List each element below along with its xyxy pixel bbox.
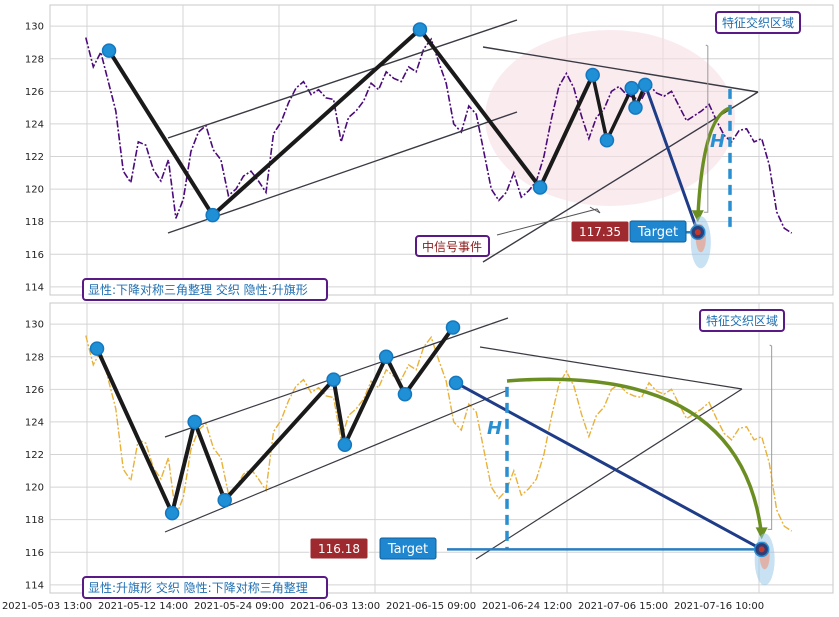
y-tick-label: 124 xyxy=(25,417,44,428)
pattern-node xyxy=(532,180,548,195)
pattern-node xyxy=(624,80,639,96)
event-label-box xyxy=(415,235,490,257)
h-label: H xyxy=(487,418,502,439)
target-value-text: 117.35 xyxy=(579,225,621,239)
pattern-node xyxy=(599,132,615,148)
target-value-text: 116.18 xyxy=(318,542,360,556)
pattern-node xyxy=(445,320,461,335)
price-series-line xyxy=(85,37,793,234)
x-tick-label: 2021-07-16 10:00 xyxy=(674,601,764,612)
x-tick-label: 2021-05-12 14:00 xyxy=(98,601,188,612)
target-node-core xyxy=(694,229,701,236)
pattern-node xyxy=(89,341,105,356)
y-tick-label: 128 xyxy=(25,352,44,363)
plot-area: H xyxy=(85,317,793,586)
pattern-node xyxy=(101,43,117,58)
channel-line xyxy=(167,111,518,234)
y-tick-label: 130 xyxy=(25,320,44,331)
pattern-label-box xyxy=(82,278,328,301)
x-tick-label: 2021-06-24 12:00 xyxy=(482,601,572,612)
y-tick-label: 122 xyxy=(25,450,44,461)
x-tick-label: 2021-06-03 13:00 xyxy=(290,601,380,612)
region-label-box xyxy=(699,309,785,332)
pattern-node xyxy=(217,492,232,508)
h-label: H xyxy=(710,131,725,152)
y-tick-label: 126 xyxy=(25,385,44,396)
y-tick-label: 124 xyxy=(25,119,44,130)
target-value-badge xyxy=(309,537,369,560)
pattern-label-box xyxy=(82,576,328,599)
target-badge-text: Target xyxy=(387,542,428,557)
pattern-node xyxy=(638,77,653,93)
pattern-node xyxy=(164,505,180,521)
pattern-node xyxy=(448,375,464,391)
pattern-node xyxy=(326,372,341,387)
projection-arc-head xyxy=(755,527,768,540)
y-tick-label: 126 xyxy=(25,87,44,98)
pattern-node xyxy=(337,437,353,452)
pattern-node xyxy=(412,22,428,37)
x-tick-label: 2021-07-06 15:00 xyxy=(578,601,668,612)
y-tick-label: 130 xyxy=(25,22,44,33)
channel-line xyxy=(167,19,518,139)
pattern-label-text: 显性:升旗形 交织 隐性:下降对称三角整理 xyxy=(88,580,308,595)
channel-line xyxy=(482,46,759,93)
y-tick-label: 116 xyxy=(25,548,44,559)
pattern-node xyxy=(628,100,643,115)
target-node-core xyxy=(758,546,765,553)
pattern-node xyxy=(585,67,600,83)
y-tick-label: 118 xyxy=(25,217,44,228)
pattern-node xyxy=(397,386,413,402)
region-label-box xyxy=(715,11,801,34)
price-series-line xyxy=(85,335,793,532)
y-tick-label: 116 xyxy=(25,250,44,261)
x-tick-label: 2021-05-24 09:00 xyxy=(194,601,284,612)
y-tick-label: 118 xyxy=(25,515,44,526)
plot-frame xyxy=(49,302,834,594)
x-tick-label: 2021-05-03 13:00 xyxy=(2,601,92,612)
region-label-text: 特征交织区域 xyxy=(706,313,778,328)
event-label-text: 中信号事件 xyxy=(422,239,482,254)
target-badge-text: Target xyxy=(637,225,678,240)
pattern-node xyxy=(378,349,394,365)
y-tick-label: 120 xyxy=(25,483,44,494)
y-tick-label: 114 xyxy=(25,580,44,591)
panel-top: 114 116 118 120 122 124 126 128 130 H 117.35 Target… xyxy=(25,4,834,301)
pattern-node xyxy=(205,207,220,223)
projection-arc xyxy=(506,377,764,536)
pattern-label-text: 显性:下降对称三角整理 交织 隐性:升旗形 xyxy=(88,282,308,297)
region-label-text: 特征交织区域 xyxy=(722,15,794,30)
x-tick-label: 2021-06-15 09:00 xyxy=(386,601,476,612)
target-value-badge xyxy=(570,220,630,243)
y-tick-label: 128 xyxy=(25,54,44,65)
channel-line xyxy=(164,389,509,533)
projection-arc xyxy=(696,106,731,219)
projection-arc-head xyxy=(691,210,704,223)
y-tick-label: 122 xyxy=(25,152,44,163)
signal-marker xyxy=(703,44,709,213)
target-badge xyxy=(379,537,437,560)
interweave-zone xyxy=(485,30,735,206)
target-badge xyxy=(629,220,687,243)
channel-line xyxy=(482,91,759,263)
projection-line xyxy=(643,84,700,233)
pattern-node xyxy=(187,414,202,430)
signal-marker xyxy=(767,344,773,530)
event-arrow xyxy=(496,206,601,236)
y-tick-label: 114 xyxy=(25,282,44,293)
plot-area: H xyxy=(85,19,793,269)
panel-bottom: 114 116 118 120 122 124 126 128 130 H 116.18 Target… xyxy=(25,302,834,599)
channel-line xyxy=(479,346,743,390)
y-tick-label: 120 xyxy=(25,185,44,196)
